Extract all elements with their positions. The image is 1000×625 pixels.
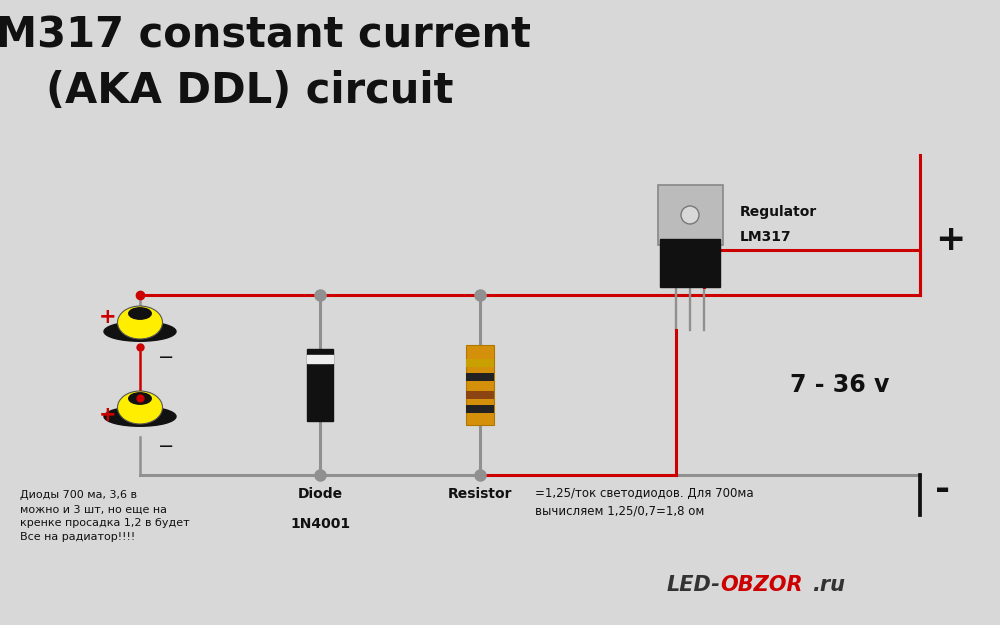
Text: Диоды 700 ма, 3,6 в
можно и 3 шт, но еще на
кренке просадка 1,2 в будет
Все на р: Диоды 700 ма, 3,6 в можно и 3 шт, но еще… [20, 490, 190, 542]
Bar [466, 345, 494, 425]
Text: 1N4001: 1N4001 [290, 517, 350, 531]
Text: 7 - 36 v: 7 - 36 v [790, 373, 890, 397]
Text: LM317 constant current: LM317 constant current [0, 15, 531, 57]
Ellipse shape [129, 392, 151, 404]
Text: =1,25/ток светодиодов. Для 700ма
вычисляем 1,25/0,7=1,8 ом: =1,25/ток светодиодов. Для 700ма вычисля… [535, 487, 754, 517]
Text: +: + [935, 223, 965, 257]
Circle shape [681, 206, 699, 224]
Text: LED-: LED- [666, 575, 720, 595]
Ellipse shape [104, 407, 176, 426]
Text: LM317: LM317 [740, 230, 792, 244]
Ellipse shape [129, 308, 151, 319]
Text: OBZOR: OBZOR [720, 575, 803, 595]
Ellipse shape [118, 391, 162, 424]
Bar [466, 373, 494, 381]
Text: +: + [99, 405, 117, 425]
Text: −: − [158, 348, 174, 367]
Text: −: − [158, 437, 174, 456]
Text: .ru: .ru [812, 575, 845, 595]
Text: Resistor: Resistor [448, 487, 512, 501]
Text: (AKA DDL) circuit: (AKA DDL) circuit [46, 70, 454, 112]
Bar [307, 355, 333, 363]
Bar [660, 239, 720, 287]
Text: +: + [99, 307, 117, 327]
Text: Diode: Diode [297, 487, 343, 501]
Bar [466, 405, 494, 413]
Bar [466, 359, 494, 367]
Text: -: - [935, 473, 950, 507]
Ellipse shape [118, 306, 162, 339]
Text: Regulator: Regulator [740, 205, 817, 219]
Bar [658, 185, 722, 245]
Ellipse shape [104, 322, 176, 341]
Bar [466, 391, 494, 399]
Bar [307, 349, 333, 421]
